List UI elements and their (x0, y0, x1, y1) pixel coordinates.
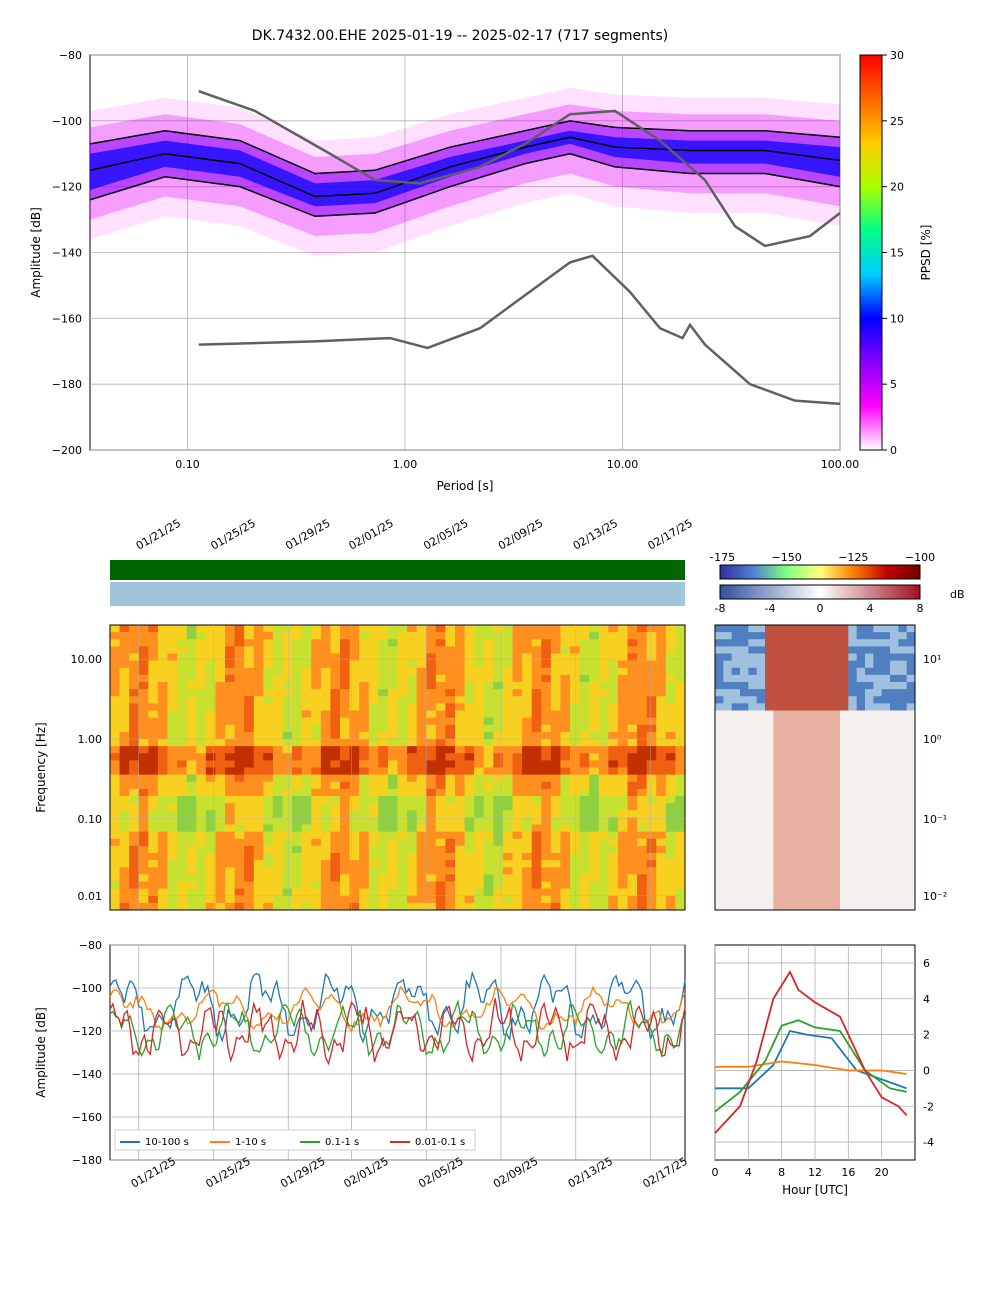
svg-text:02/01/25: 02/01/25 (347, 517, 396, 553)
svg-text:−160: −160 (52, 312, 82, 325)
svg-text:−100: −100 (52, 115, 82, 128)
svg-text:4: 4 (923, 993, 930, 1006)
svg-text:10⁻¹: 10⁻¹ (923, 813, 947, 826)
svg-text:8: 8 (917, 602, 924, 615)
svg-text:2: 2 (923, 1029, 930, 1042)
svg-text:Frequency [Hz]: Frequency [Hz] (34, 722, 48, 813)
svg-text:10.00: 10.00 (607, 458, 639, 471)
svg-text:0: 0 (817, 602, 824, 615)
svg-text:02/05/25: 02/05/25 (421, 517, 470, 553)
svg-text:0.01: 0.01 (78, 890, 103, 903)
svg-text:-2: -2 (923, 1100, 934, 1113)
svg-text:10.00: 10.00 (71, 653, 103, 666)
svg-text:-4: -4 (923, 1136, 934, 1149)
hour-timeseries-panel: -4 -2 0 2 4 6 0 4 8 12 16 20 Hour [UTC] (710, 940, 975, 1220)
colorbar-db-diverging: -8 -4 0 4 8 dB (710, 582, 970, 622)
svg-text:−120: −120 (72, 1025, 102, 1038)
svg-text:1.00: 1.00 (393, 458, 418, 471)
svg-text:−180: −180 (52, 378, 82, 391)
svg-text:02/09/25: 02/09/25 (496, 517, 545, 553)
svg-text:25: 25 (890, 115, 904, 128)
svg-text:−180: −180 (72, 1154, 102, 1167)
svg-text:−125: −125 (838, 553, 868, 564)
svg-text:−175: −175 (710, 553, 735, 564)
svg-text:10: 10 (890, 312, 904, 325)
colorbar-db-top: −175 −150 −125 −100 (710, 553, 970, 583)
svg-text:02/13/25: 02/13/25 (571, 517, 620, 553)
svg-text:PPSD [%]: PPSD [%] (919, 225, 933, 281)
svg-text:30: 30 (890, 49, 904, 62)
svg-text:Amplitude [dB]: Amplitude [dB] (29, 207, 43, 298)
svg-text:−100: −100 (905, 553, 935, 564)
svg-text:20: 20 (890, 181, 904, 194)
spectrogram-panel: 0.01 0.10 1.00 10.00 Frequency [Hz] (20, 620, 720, 920)
hour-heatmap-panel: 10⁻² 10⁻¹ 10⁰ 10¹ (710, 620, 975, 920)
svg-text:6: 6 (923, 957, 930, 970)
availability-bar-1 (110, 560, 685, 580)
svg-text:−140: −140 (72, 1068, 102, 1081)
svg-text:−80: −80 (59, 49, 82, 62)
svg-text:−140: −140 (52, 247, 82, 260)
svg-text:-4: -4 (765, 602, 776, 615)
svg-text:02/17/25: 02/17/25 (646, 517, 695, 553)
svg-text:−150: −150 (772, 553, 802, 564)
svg-text:4: 4 (745, 1166, 752, 1179)
svg-text:Hour [UTC]: Hour [UTC] (782, 1183, 848, 1197)
svg-text:0: 0 (712, 1166, 719, 1179)
availability-bar-2 (110, 582, 685, 606)
svg-text:12: 12 (808, 1166, 822, 1179)
svg-text:0.1-1 s: 0.1-1 s (325, 1137, 359, 1148)
ppsd-figure: DK.7432.00.EHE 2025-01-19 -- 2025-02-17 … (20, 20, 980, 1280)
svg-text:10¹: 10¹ (923, 653, 941, 666)
svg-text:−200: −200 (52, 444, 82, 457)
ppsd-panel: −200 −180 −160 −140 −120 −100 −80 0.10 1.00 10.00… (20, 45, 980, 505)
svg-text:100.00: 100.00 (821, 458, 860, 471)
svg-text:Amplitude [dB]: Amplitude [dB] (34, 1007, 48, 1098)
svg-text:10⁻²: 10⁻² (923, 890, 947, 903)
svg-text:-8: -8 (715, 602, 726, 615)
svg-text:01/21/25: 01/21/25 (134, 517, 183, 553)
dates-row: 01/21/25 01/25/25 01/29/25 02/01/25 02/05/25… (80, 515, 780, 560)
svg-text:0.10: 0.10 (78, 813, 103, 826)
svg-text:−100: −100 (72, 982, 102, 995)
svg-text:8: 8 (778, 1166, 785, 1179)
timeseries-panel: −180 −160 −140 −120 −100 −80 Amplitude [dB] 10-… (20, 940, 720, 1220)
svg-text:10-100 s: 10-100 s (145, 1137, 189, 1148)
svg-text:0.01-0.1 s: 0.01-0.1 s (415, 1137, 465, 1148)
figure-title: DK.7432.00.EHE 2025-01-19 -- 2025-02-17 … (252, 28, 668, 44)
svg-text:−120: −120 (52, 181, 82, 194)
svg-text:0: 0 (923, 1064, 930, 1077)
svg-text:01/29/25: 01/29/25 (283, 517, 332, 553)
svg-text:1.00: 1.00 (78, 733, 103, 746)
svg-text:15: 15 (890, 247, 904, 260)
svg-text:1-10 s: 1-10 s (235, 1137, 266, 1148)
svg-text:10⁰: 10⁰ (923, 733, 942, 746)
svg-text:−160: −160 (72, 1111, 102, 1124)
svg-text:4: 4 (867, 602, 874, 615)
svg-text:dB: dB (950, 588, 965, 601)
svg-text:0.10: 0.10 (175, 458, 200, 471)
svg-text:Period [s]: Period [s] (437, 479, 494, 493)
svg-text:20: 20 (875, 1166, 889, 1179)
svg-text:16: 16 (841, 1166, 855, 1179)
svg-text:−80: −80 (79, 940, 102, 952)
svg-text:0: 0 (890, 444, 897, 457)
svg-text:5: 5 (890, 378, 897, 391)
svg-text:01/25/25: 01/25/25 (209, 517, 258, 553)
